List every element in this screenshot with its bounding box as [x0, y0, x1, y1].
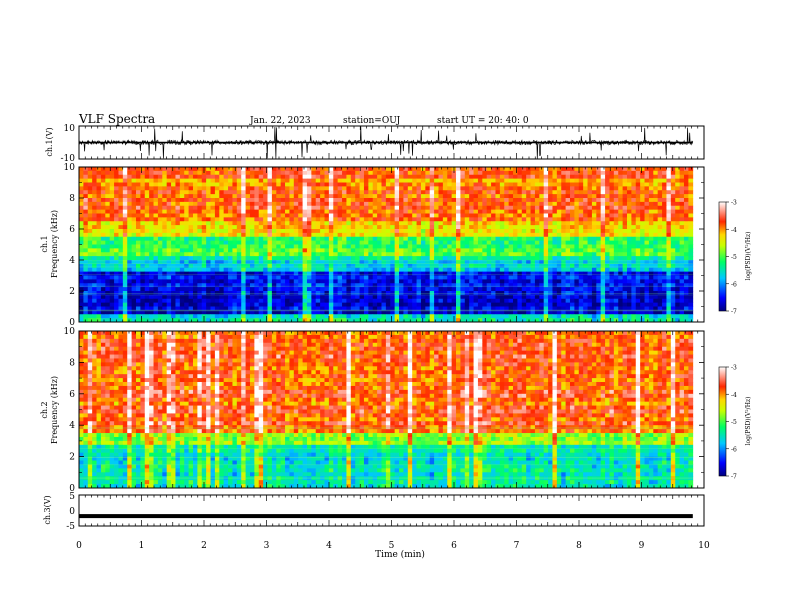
time-tick-1: 1	[139, 541, 145, 551]
ch1-spec-ytick-10: 10	[64, 163, 76, 173]
ch2-colorbar-tick-m5: -5	[731, 419, 737, 426]
ch1-spec-ytick-6: 6	[69, 225, 75, 235]
ch1-spectrogram-panel: 0 2 4 6 8 10 ch.1 Frequency (kHz)	[40, 163, 705, 328]
ch1-colorbar-tick-m6: -6	[731, 281, 737, 288]
date-label: Jan. 22, 2023	[249, 116, 311, 126]
ch2-spec-ytick-10: 10	[64, 327, 76, 337]
ch2-colorbar-tick-m3: -3	[731, 365, 737, 372]
ch3-waveform-ylabel: ch.3(V)	[43, 495, 52, 524]
ch1-colorbar-tick-m7: -7	[731, 309, 737, 316]
ch2-spectrogram-xticks	[78, 331, 705, 488]
ch2-spec-ytick-6: 6	[69, 390, 75, 400]
ch2-colorbar: -3 -4 -5 -6 -7 log(PSD)(V²/Hz)	[718, 365, 752, 481]
time-tick-2: 2	[201, 541, 207, 551]
ch2-colorbar-scale	[719, 367, 726, 476]
ch1-spec-ytick-4: 4	[69, 256, 75, 266]
ch2-spectrogram-yticks: 0 2 4 6 8 10	[64, 327, 704, 494]
ch1-frequency-label: Frequency (kHz)	[50, 210, 59, 278]
ch2-colorbar-ticks: -3 -4 -5 -6 -7	[726, 365, 737, 481]
time-tick-6: 6	[451, 541, 457, 551]
ch1-spec-ytick-0: 0	[69, 318, 75, 328]
ch1-colorbar-label: log(PSD)(V²/Hz)	[745, 232, 752, 281]
ch2-colorbar-label: log(PSD)(V²/Hz)	[745, 397, 752, 446]
ch3-waveform-trace	[79, 514, 693, 519]
ch2-frequency-label: Frequency (kHz)	[50, 376, 59, 444]
ch1-colorbar-ticks: -3 -4 -5 -6 -7	[726, 200, 737, 316]
ch3-ytick-top: 5	[69, 492, 75, 502]
ch1-ytick-top: 10	[64, 124, 76, 134]
time-tick-7: 7	[514, 541, 520, 551]
ch2-channel-label: ch.2	[40, 401, 49, 418]
start-time-label: start UT = 20: 40: 0	[437, 116, 529, 126]
ch1-spectrogram-yticks: 0 2 4 6 8 10	[64, 163, 704, 328]
ch2-colorbar-tick-m7: -7	[731, 474, 737, 481]
time-tick-5: 5	[389, 541, 395, 551]
time-tick-3: 3	[264, 541, 270, 551]
ch3-waveform-ticks	[78, 495, 705, 526]
ch1-colorbar-tick-m3: -3	[731, 200, 737, 207]
ch2-spec-ytick-0: 0	[69, 484, 75, 494]
ch1-waveform-panel: 10 -10 ch.1(V)	[45, 124, 705, 164]
ch2-colorbar-tick-m4: -4	[731, 392, 737, 399]
ch2-spectrogram-image	[79, 331, 694, 489]
ch1-colorbar-tick-m5: -5	[731, 254, 737, 261]
ch1-spectrogram-xticks	[78, 167, 705, 322]
ch3-ytick-bottom: -5	[66, 522, 75, 532]
ch1-colorbar: -3 -4 -5 -6 -7 log(PSD)(V²/Hz)	[718, 200, 752, 316]
ch1-waveform-ylabel: ch.1(V)	[45, 127, 54, 156]
ch2-spec-ytick-4: 4	[69, 421, 75, 431]
ch1-ytick-bottom: -10	[61, 154, 76, 164]
station-label: station=OUJ	[343, 116, 401, 126]
time-axis-label: Time (min)	[375, 549, 425, 560]
ch1-spectrogram-image	[79, 167, 694, 323]
ch1-colorbar-scale	[719, 202, 726, 311]
time-tick-0: 0	[76, 541, 82, 551]
ch1-waveform-ticks	[78, 126, 705, 159]
ch2-spec-ytick-2: 2	[69, 453, 75, 463]
ch3-waveform-panel: 5 0 -5 ch.3(V)	[43, 492, 705, 532]
ch1-channel-label: ch.1	[40, 235, 49, 252]
time-tick-8: 8	[576, 541, 582, 551]
ch2-spectrogram-panel: 0 2 4 6 8 10 ch.2 Frequency (kHz)	[40, 327, 705, 494]
time-tick-4: 4	[326, 541, 332, 551]
ch1-spec-ytick-2: 2	[69, 287, 75, 297]
ch2-colorbar-tick-m6: -6	[731, 446, 737, 453]
figure-title: VLF Spectra	[78, 112, 155, 126]
ch2-spec-ytick-8: 8	[69, 358, 75, 368]
ch3-ytick-mid: 0	[69, 507, 75, 517]
time-tick-9: 9	[639, 541, 645, 551]
ch1-waveform-trace	[78, 126, 694, 159]
ch1-spec-ytick-8: 8	[69, 194, 75, 204]
time-tick-10: 10	[698, 541, 710, 551]
ch1-colorbar-tick-m4: -4	[731, 227, 737, 234]
time-axis-tick-labels: 0 1 2 3 4 5 6 7 8 9 10	[76, 541, 710, 551]
